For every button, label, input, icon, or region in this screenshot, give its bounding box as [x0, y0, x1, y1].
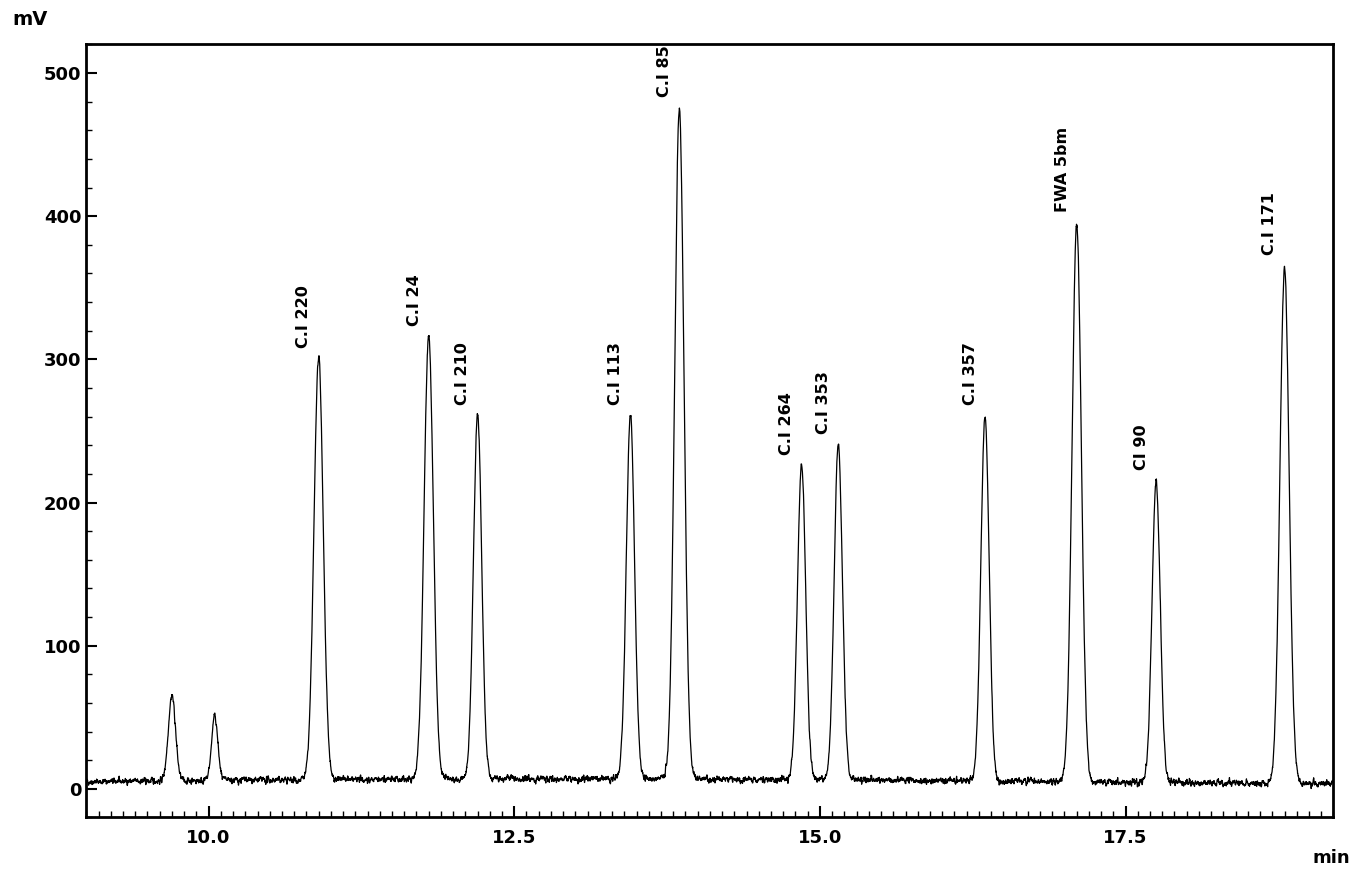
Text: C.I 24: C.I 24 [407, 275, 421, 326]
Text: C.I 85: C.I 85 [657, 46, 672, 97]
Text: C.I 210: C.I 210 [455, 342, 470, 405]
Text: C.I 353: C.I 353 [816, 371, 831, 434]
Text: C.I 264: C.I 264 [779, 392, 794, 455]
Text: C.I 171: C.I 171 [1263, 192, 1278, 255]
Text: CI 90: CI 90 [1134, 424, 1149, 469]
Text: min: min [1312, 849, 1350, 867]
Text: C.I 113: C.I 113 [609, 342, 624, 405]
Y-axis label: mV: mV [12, 10, 48, 29]
Text: C.I 357: C.I 357 [962, 342, 978, 405]
Text: C.I 220: C.I 220 [296, 285, 311, 348]
Text: FWA 5bm: FWA 5bm [1054, 126, 1069, 212]
